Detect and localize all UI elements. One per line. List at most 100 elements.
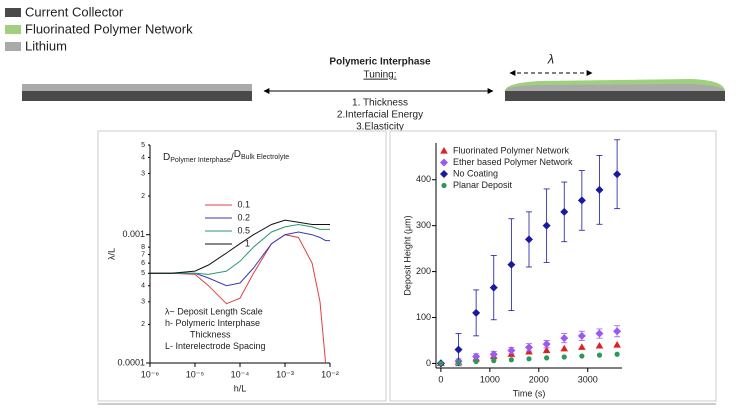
line (150, 234, 327, 364)
schematic: Current Collector Fluorinated Polymer Ne… (5, 4, 725, 133)
y-tick-label: 4 (141, 154, 145, 161)
point (613, 170, 622, 179)
legend-label: Current Collector (25, 4, 124, 19)
x-axis-label: Time (s) (513, 388, 546, 398)
y-tick-label: 4 (141, 283, 145, 290)
swatch (5, 25, 21, 34)
point (473, 358, 479, 365)
x-tick-label: 10⁻⁶ (141, 369, 160, 379)
point (595, 329, 604, 338)
point (507, 260, 516, 269)
legend-label: 0.2 (237, 212, 250, 222)
point (614, 351, 620, 357)
annotation: L- Interelectrode Spacing (165, 341, 266, 351)
y-tick-label: 6 (141, 260, 145, 267)
legend-swatch (441, 182, 447, 189)
point (507, 346, 516, 355)
y-tick-label: 0 (426, 358, 431, 368)
legend-label: 0.5 (237, 225, 250, 235)
x-tick-label: 10⁻⁵ (186, 369, 205, 379)
legend-label: Fluorinated Polymer Network (453, 145, 570, 155)
legend-label: Ether based Polymer Network (453, 157, 573, 167)
x-tick-label: 3000 (578, 374, 598, 384)
y-axis-label: λ/L (106, 248, 116, 260)
x-tick-label: 0 (438, 374, 443, 384)
panel (389, 130, 717, 402)
legend-title-part: / (231, 152, 234, 163)
charts: 10⁻⁶ 10⁻⁵ 10⁻⁴ 10⁻³ 10⁻² 0.0001 2 3 4 5 6 78 0.001 2 3… (106, 139, 622, 398)
annotation: h- Polymeric Interphase (165, 318, 260, 328)
legend-swatch (440, 158, 448, 167)
line (150, 223, 330, 275)
x-axis-label: h/L (234, 383, 247, 393)
x-tick-label: 10⁻⁴ (231, 369, 250, 379)
y-tick-label: 3 (141, 170, 145, 177)
point (455, 359, 462, 366)
y-tick-label: 5 (141, 142, 145, 149)
y-tick-label: 3 (141, 299, 145, 306)
item: 1. Thickness (352, 98, 408, 109)
legend-title-part: D (234, 149, 241, 160)
subheading: Tuning: (364, 70, 397, 81)
lithium-dome (505, 84, 725, 91)
point (595, 341, 604, 349)
point (577, 331, 586, 340)
point (525, 235, 533, 244)
y-tick-label: 300 (416, 220, 431, 230)
point (560, 344, 569, 352)
x-tick-label: 10⁻³ (276, 369, 294, 379)
swatch (5, 8, 21, 17)
point (561, 354, 567, 360)
panel (97, 130, 387, 402)
point (542, 340, 551, 349)
y-tick-label: 2 (141, 321, 145, 328)
annotation: Thickness (190, 329, 231, 339)
point (560, 334, 569, 343)
point (613, 327, 622, 336)
y-axis-label: Deposit Height (μm) (402, 215, 412, 295)
annotation: λ~ Deposit Length Scale (165, 306, 263, 316)
legend-title-part: Polymer Interphase (170, 157, 231, 164)
legend-label: Lithium (25, 38, 67, 53)
y-tick-label: 0.0001 (117, 357, 145, 367)
point (613, 341, 621, 348)
item: 2.Interfacial Energy (337, 110, 423, 121)
lambda: λ (547, 51, 554, 66)
legend-title-part: D (163, 152, 170, 163)
heading: Polymeric Interphase (329, 57, 431, 68)
point (491, 358, 497, 364)
legend-swatch (440, 147, 448, 154)
y-tick-label: 0.001 (122, 229, 145, 239)
point (544, 355, 550, 361)
point (577, 196, 586, 205)
y-tick-label: 100 (416, 312, 431, 322)
legend-label: 0.1 (237, 199, 250, 209)
point (579, 353, 585, 359)
collector (505, 91, 725, 101)
y-tick-label: 5 (141, 270, 145, 277)
lithium-layer (22, 84, 252, 91)
legend-label: 1 (245, 238, 250, 248)
point (525, 343, 533, 352)
legend-label: No Coating (453, 168, 498, 178)
point (454, 345, 463, 354)
legend-label: Fluorinated Polymer Network (25, 21, 193, 36)
legend-title-part: Bulk Electrolyte (241, 154, 289, 161)
point (595, 185, 604, 194)
swatch (5, 42, 21, 51)
x-tick-label: 10⁻² (321, 369, 339, 379)
line (150, 219, 330, 274)
point (489, 350, 498, 359)
y-tick-label: 2 (141, 193, 145, 200)
point (542, 346, 551, 354)
legend-label: Planar Deposit (453, 180, 513, 190)
line (150, 231, 330, 287)
point (472, 352, 481, 361)
y-tick-label: 200 (416, 266, 431, 276)
legend-swatch (440, 170, 448, 178)
point (596, 352, 603, 358)
point (472, 308, 481, 317)
y-tick-label: 8 (141, 244, 145, 251)
collector (22, 91, 252, 101)
